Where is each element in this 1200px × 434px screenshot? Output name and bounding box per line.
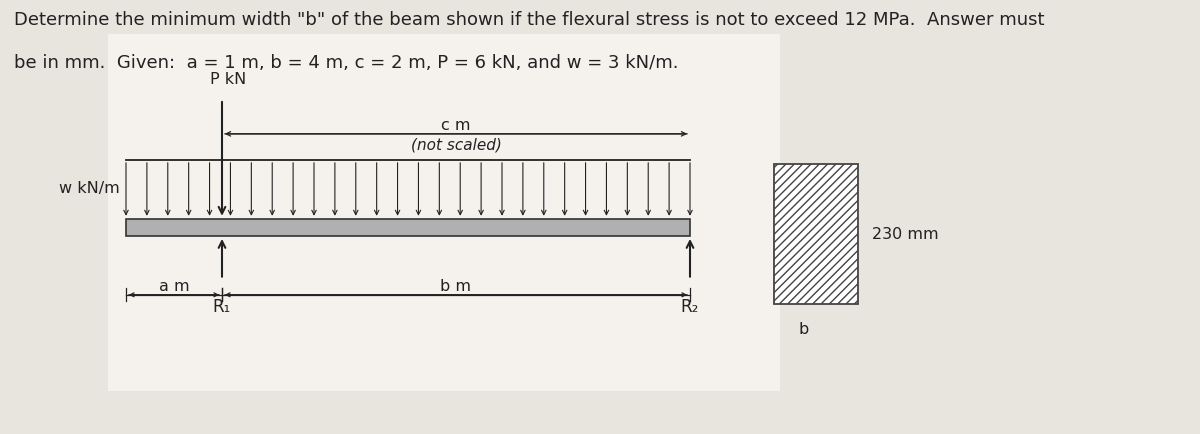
Text: R₂: R₂ bbox=[680, 297, 700, 315]
Text: b m: b m bbox=[440, 278, 472, 293]
Text: a m: a m bbox=[158, 278, 190, 293]
Text: P kN: P kN bbox=[210, 72, 246, 87]
Bar bbox=[108, 35, 780, 391]
Text: Determine the minimum width "b" of the beam shown if the flexural stress is not : Determine the minimum width "b" of the b… bbox=[14, 11, 1045, 29]
Text: 230 mm: 230 mm bbox=[872, 227, 940, 242]
Bar bbox=[126, 219, 690, 237]
Text: b: b bbox=[799, 321, 809, 336]
Text: c m: c m bbox=[442, 118, 470, 132]
Bar bbox=[774, 165, 858, 304]
Text: be in mm.  Given:  a = 1 m, b = 4 m, c = 2 m, P = 6 kN, and w = 3 kN/m.: be in mm. Given: a = 1 m, b = 4 m, c = 2… bbox=[14, 54, 679, 72]
Text: R₁: R₁ bbox=[212, 297, 232, 315]
Text: w kN/m: w kN/m bbox=[59, 180, 120, 195]
Text: (not scaled): (not scaled) bbox=[410, 137, 502, 151]
